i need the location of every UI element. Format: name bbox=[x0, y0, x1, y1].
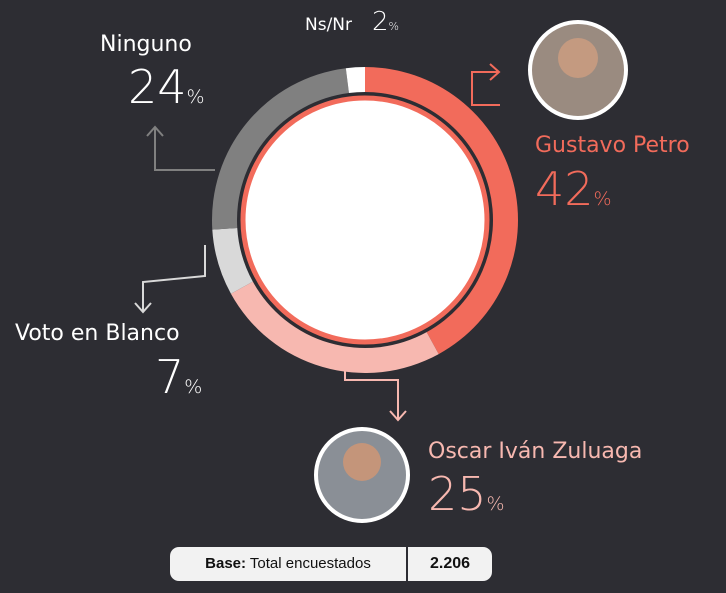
center-disc bbox=[243, 98, 487, 342]
value-unit: % bbox=[187, 86, 205, 108]
footer: Base: Total encuestados 2.206 bbox=[170, 547, 492, 581]
footer-value: 2.206 bbox=[408, 555, 492, 573]
arrow bbox=[143, 245, 205, 312]
value-number: 7 bbox=[155, 350, 184, 404]
photo-face bbox=[558, 38, 598, 78]
slice-label: Gustavo Petro bbox=[535, 133, 690, 158]
slice-label: Oscar Iván Zuluaga bbox=[428, 439, 642, 464]
chart: Gustavo Petro 42% Oscar Iván Zuluaga 25% Vot… bbox=[0, 0, 726, 593]
slice-value: 24% bbox=[128, 60, 205, 114]
value-unit: % bbox=[594, 188, 612, 210]
slice-label: Voto en Blanco bbox=[15, 321, 180, 346]
slice-value: 42% bbox=[535, 162, 612, 216]
value-number: 24 bbox=[128, 60, 187, 114]
footer-text: Total encuestados bbox=[250, 555, 371, 572]
arrow bbox=[472, 72, 500, 105]
photo-face bbox=[343, 443, 381, 481]
slice-label: Ns/Nr bbox=[305, 15, 352, 35]
page: Gustavo Petro 42% Oscar Iván Zuluaga 25% Vot… bbox=[0, 0, 726, 593]
slice bbox=[346, 67, 365, 93]
slice-value: 7% bbox=[155, 350, 202, 404]
footer-left: Base: Total encuestados bbox=[170, 547, 408, 581]
value-unit: % bbox=[389, 20, 399, 33]
value-number: 25 bbox=[428, 467, 487, 521]
slice-value: 25% bbox=[428, 467, 505, 521]
value-unit: % bbox=[487, 493, 505, 515]
arrow bbox=[155, 127, 215, 170]
value-number: 2 bbox=[372, 7, 389, 37]
value-number: 42 bbox=[535, 162, 594, 216]
slice-label: Ninguno bbox=[100, 32, 192, 57]
slice-value: 2% bbox=[372, 7, 399, 37]
value-unit: % bbox=[184, 376, 202, 398]
footer-label: Base: bbox=[205, 555, 246, 572]
